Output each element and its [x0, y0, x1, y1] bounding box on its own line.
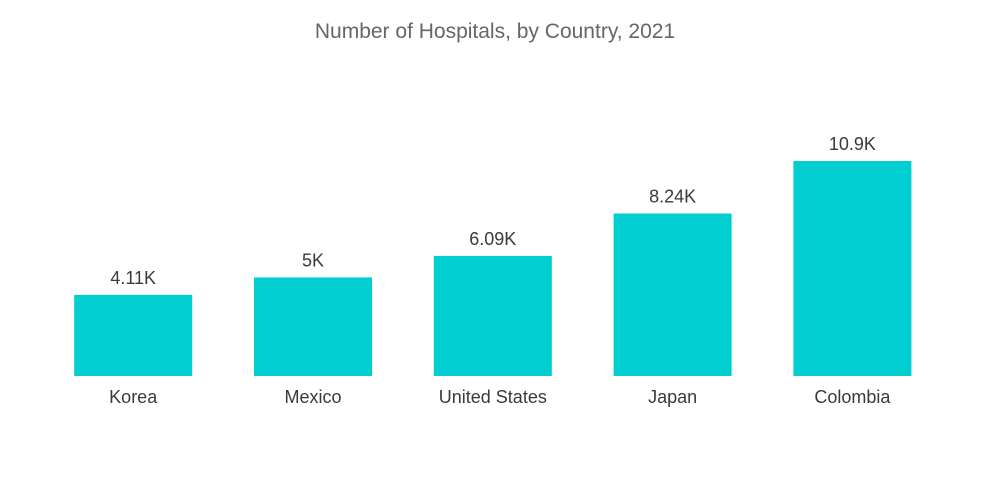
value-labels-group: 4.11K 5K 6.09K 8.24K 10.9K — [110, 134, 876, 288]
bar-colombia — [793, 161, 912, 376]
x-tick-labels-group: Korea Mexico United States Japan Colombia — [109, 387, 891, 407]
bar-korea — [74, 294, 193, 376]
x-tick-label-mexico: Mexico — [284, 387, 341, 407]
data-label-japan: 8.24K — [649, 187, 696, 207]
bar-japan — [613, 213, 732, 376]
x-tick-label-united-states: United States — [439, 387, 547, 407]
x-tick-label-korea: Korea — [109, 387, 158, 407]
data-label-colombia: 10.9K — [829, 134, 876, 154]
x-tick-label-japan: Japan — [648, 387, 697, 407]
bar-united-states — [433, 255, 552, 376]
data-label-korea: 4.11K — [110, 268, 156, 288]
x-tick-label-colombia: Colombia — [814, 387, 891, 407]
chart-title: Number of Hospitals, by Country, 2021 — [315, 20, 675, 43]
data-label-mexico: 5K — [302, 250, 324, 270]
bars-group — [74, 161, 912, 376]
data-label-united-states: 6.09K — [469, 229, 516, 249]
bar-mexico — [254, 277, 372, 376]
